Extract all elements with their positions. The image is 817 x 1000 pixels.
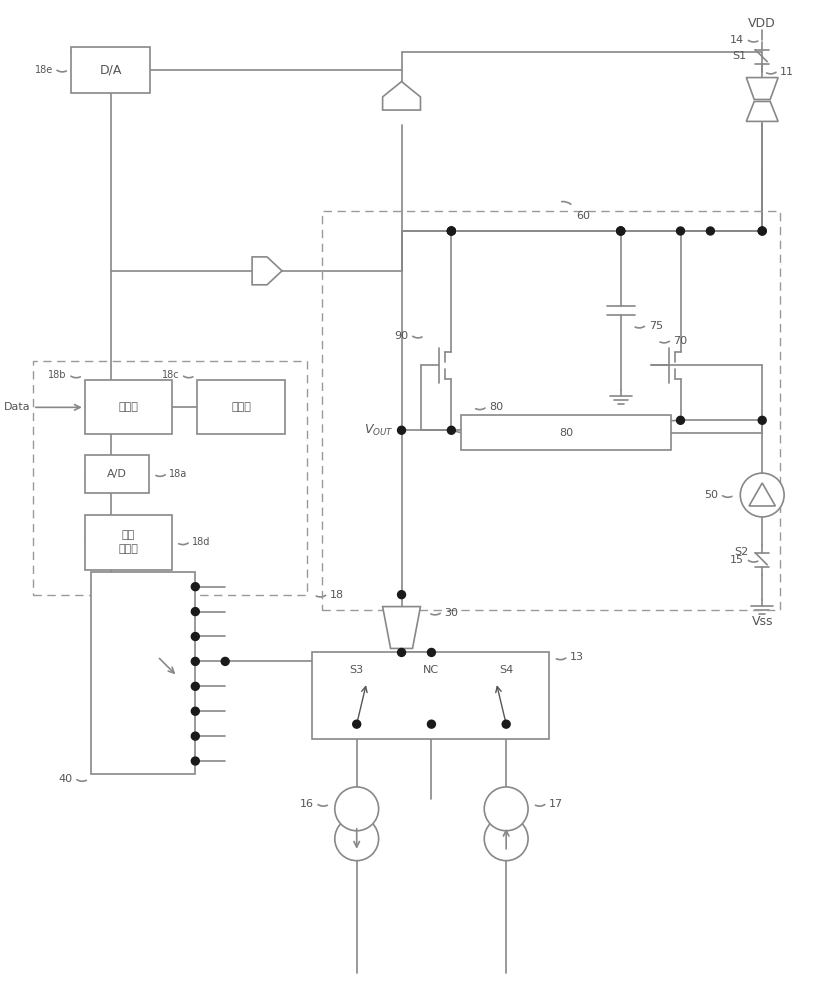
Circle shape [398, 648, 405, 656]
Bar [33, 361, 307, 595]
Bar [322, 211, 780, 610]
Text: 75: 75 [649, 321, 663, 331]
Bar [197, 380, 285, 434]
Text: 11: 11 [780, 67, 794, 77]
Circle shape [398, 591, 405, 599]
Text: 80: 80 [489, 402, 503, 412]
Text: 18e: 18e [34, 65, 53, 75]
Circle shape [617, 227, 625, 235]
Text: VDD: VDD [748, 17, 776, 30]
Circle shape [427, 720, 435, 728]
Circle shape [191, 608, 199, 616]
Circle shape [353, 720, 360, 728]
Circle shape [398, 426, 405, 434]
Text: S4: S4 [499, 665, 513, 675]
Polygon shape [252, 257, 282, 285]
Text: 18b: 18b [48, 370, 67, 380]
Text: NC: NC [423, 665, 440, 675]
Circle shape [427, 648, 435, 656]
Text: 处理器: 处理器 [118, 402, 139, 412]
Text: 低通: 低通 [122, 530, 135, 540]
Text: 70: 70 [673, 336, 688, 346]
Circle shape [191, 757, 199, 765]
Circle shape [448, 227, 455, 235]
Text: 50: 50 [704, 490, 718, 500]
Circle shape [676, 416, 685, 424]
Bar [85, 380, 172, 434]
Circle shape [758, 227, 766, 235]
Text: 15: 15 [730, 555, 744, 565]
Polygon shape [746, 101, 778, 121]
Text: S1: S1 [732, 51, 746, 61]
Text: Data: Data [4, 402, 31, 412]
Text: 18: 18 [330, 590, 344, 600]
Text: 滤波器: 滤波器 [118, 544, 139, 554]
Text: Vss: Vss [752, 615, 773, 628]
Circle shape [502, 720, 510, 728]
Bar [462, 415, 671, 450]
Circle shape [484, 787, 528, 831]
Circle shape [335, 787, 378, 831]
Bar [85, 515, 172, 570]
Text: 18d: 18d [192, 537, 211, 547]
Text: 18a: 18a [169, 469, 188, 479]
Circle shape [221, 657, 230, 665]
Circle shape [758, 416, 766, 424]
Circle shape [448, 227, 455, 235]
Text: 80: 80 [559, 428, 573, 438]
Circle shape [191, 657, 199, 665]
Text: S2: S2 [734, 547, 748, 557]
Bar [85, 455, 150, 493]
Bar [91, 572, 195, 774]
Circle shape [484, 817, 528, 861]
Text: 13: 13 [570, 652, 584, 662]
Polygon shape [746, 78, 778, 99]
Bar [312, 652, 549, 739]
Circle shape [191, 633, 199, 640]
Text: 60: 60 [576, 211, 590, 221]
Circle shape [617, 227, 625, 235]
Circle shape [191, 682, 199, 690]
Circle shape [676, 227, 685, 235]
Polygon shape [382, 82, 421, 110]
Text: 40: 40 [59, 774, 73, 784]
Text: S3: S3 [350, 665, 364, 675]
Text: 18c: 18c [162, 370, 180, 380]
Circle shape [758, 227, 766, 235]
Text: 90: 90 [395, 331, 408, 341]
Circle shape [740, 473, 784, 517]
Circle shape [191, 707, 199, 715]
Polygon shape [382, 607, 421, 648]
Text: 16: 16 [300, 799, 314, 809]
Text: 存储器: 存储器 [231, 402, 251, 412]
Text: 30: 30 [444, 608, 458, 618]
Bar [71, 47, 150, 93]
Text: 17: 17 [549, 799, 563, 809]
Circle shape [448, 227, 455, 235]
Text: A/D: A/D [107, 469, 127, 479]
Circle shape [617, 227, 625, 235]
Text: D/A: D/A [100, 63, 122, 76]
Circle shape [335, 817, 378, 861]
Text: $V_{OUT}$: $V_{OUT}$ [364, 423, 394, 438]
Circle shape [707, 227, 714, 235]
Circle shape [191, 732, 199, 740]
Circle shape [191, 583, 199, 591]
Text: 14: 14 [730, 35, 744, 45]
Circle shape [448, 426, 455, 434]
